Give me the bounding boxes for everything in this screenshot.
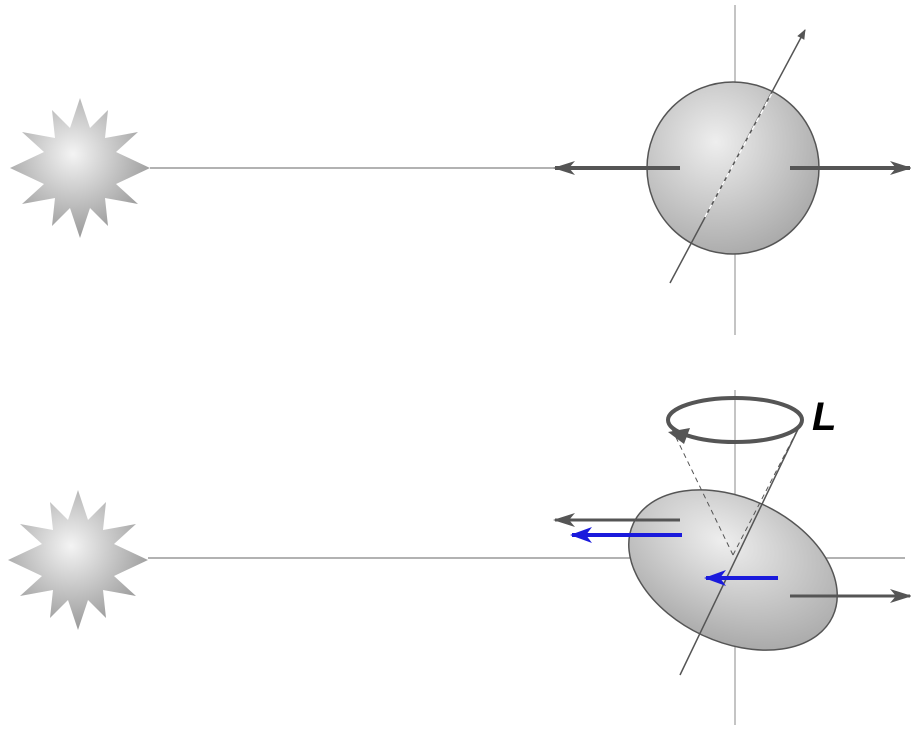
precession-cone-left <box>669 424 734 556</box>
precession-arrowhead <box>668 428 690 444</box>
precession-ring <box>666 396 804 444</box>
sun <box>8 490 148 630</box>
sun <box>10 98 150 238</box>
spin-axis <box>669 29 806 284</box>
spin-axis <box>679 424 801 676</box>
spin-axis-dash <box>704 92 773 218</box>
angular-momentum-label: L <box>812 395 836 439</box>
top-panel <box>10 5 911 335</box>
bottom-panel: L <box>8 390 911 725</box>
deformed-earth <box>628 489 838 651</box>
